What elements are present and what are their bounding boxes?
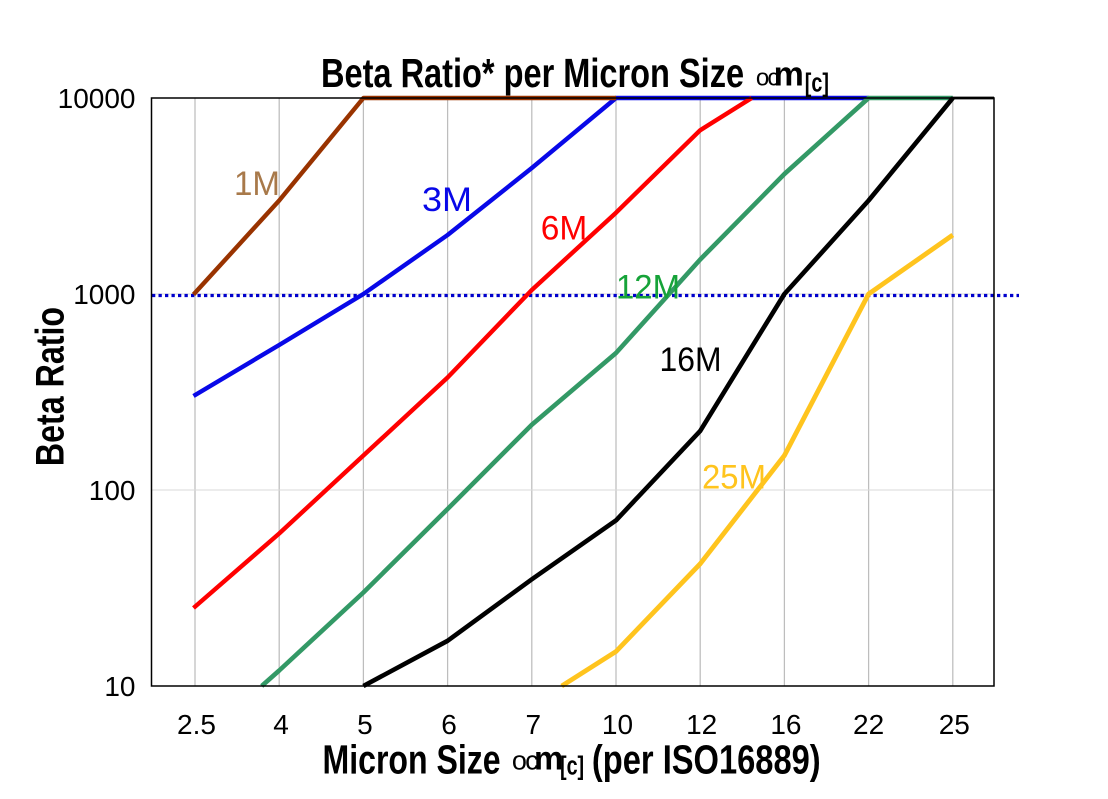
svg-text:[c]: [c] <box>805 68 829 97</box>
svg-text:6: 6 <box>441 709 457 740</box>
svg-text:3M: 3M <box>422 181 472 219</box>
svg-text:22: 22 <box>853 709 884 740</box>
svg-text:oc: oc <box>756 64 779 91</box>
svg-text:oc: oc <box>512 745 538 775</box>
svg-text:1000: 1000 <box>73 279 135 310</box>
svg-text:16: 16 <box>770 709 801 740</box>
svg-text:m: m <box>774 56 804 94</box>
svg-text:25M: 25M <box>702 459 766 497</box>
svg-text:Beta Ratio: Beta Ratio <box>27 307 72 466</box>
svg-text:16M: 16M <box>660 341 722 379</box>
svg-text:Beta Ratio* per Micron Size: Beta Ratio* per Micron Size <box>321 49 744 96</box>
svg-text:2.5: 2.5 <box>177 709 216 740</box>
svg-text:[c]: [c] <box>560 751 584 780</box>
svg-text:12: 12 <box>686 709 717 740</box>
svg-text:m: m <box>534 739 563 776</box>
svg-text:10: 10 <box>104 671 135 702</box>
svg-text:(per ISO16889): (per ISO16889) <box>592 736 821 782</box>
svg-text:5: 5 <box>357 709 373 740</box>
svg-text:4: 4 <box>273 709 289 740</box>
svg-text:10: 10 <box>602 709 633 740</box>
svg-text:1M: 1M <box>234 165 280 203</box>
svg-text:7: 7 <box>526 709 542 740</box>
svg-text:12M: 12M <box>616 268 680 306</box>
svg-text:6M: 6M <box>541 209 588 247</box>
svg-text:100: 100 <box>89 475 136 506</box>
svg-text:25: 25 <box>939 709 970 740</box>
svg-text:Micron Size: Micron Size <box>323 737 501 783</box>
svg-text:10000: 10000 <box>58 83 136 114</box>
